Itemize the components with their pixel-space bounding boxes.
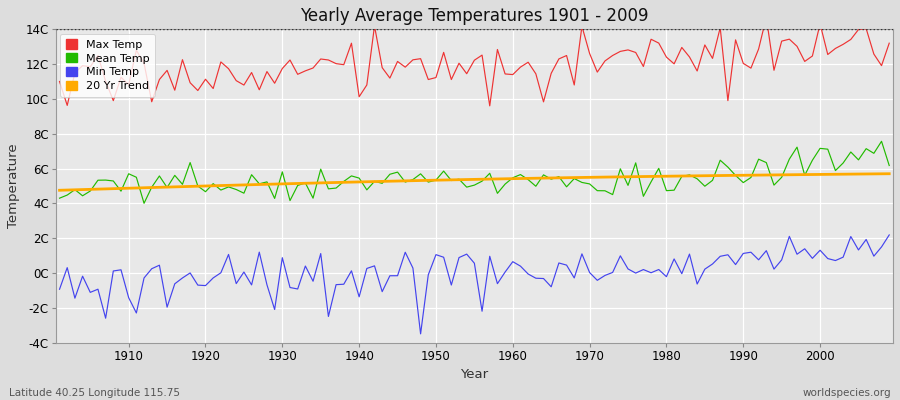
Text: Latitude 40.25 Longitude 115.75: Latitude 40.25 Longitude 115.75 bbox=[9, 388, 180, 398]
Y-axis label: Temperature: Temperature bbox=[7, 144, 20, 228]
X-axis label: Year: Year bbox=[460, 368, 489, 381]
Title: Yearly Average Temperatures 1901 - 2009: Yearly Average Temperatures 1901 - 2009 bbox=[300, 7, 649, 25]
Text: worldspecies.org: worldspecies.org bbox=[803, 388, 891, 398]
Legend: Max Temp, Mean Temp, Min Temp, 20 Yr Trend: Max Temp, Mean Temp, Min Temp, 20 Yr Tre… bbox=[60, 34, 155, 97]
